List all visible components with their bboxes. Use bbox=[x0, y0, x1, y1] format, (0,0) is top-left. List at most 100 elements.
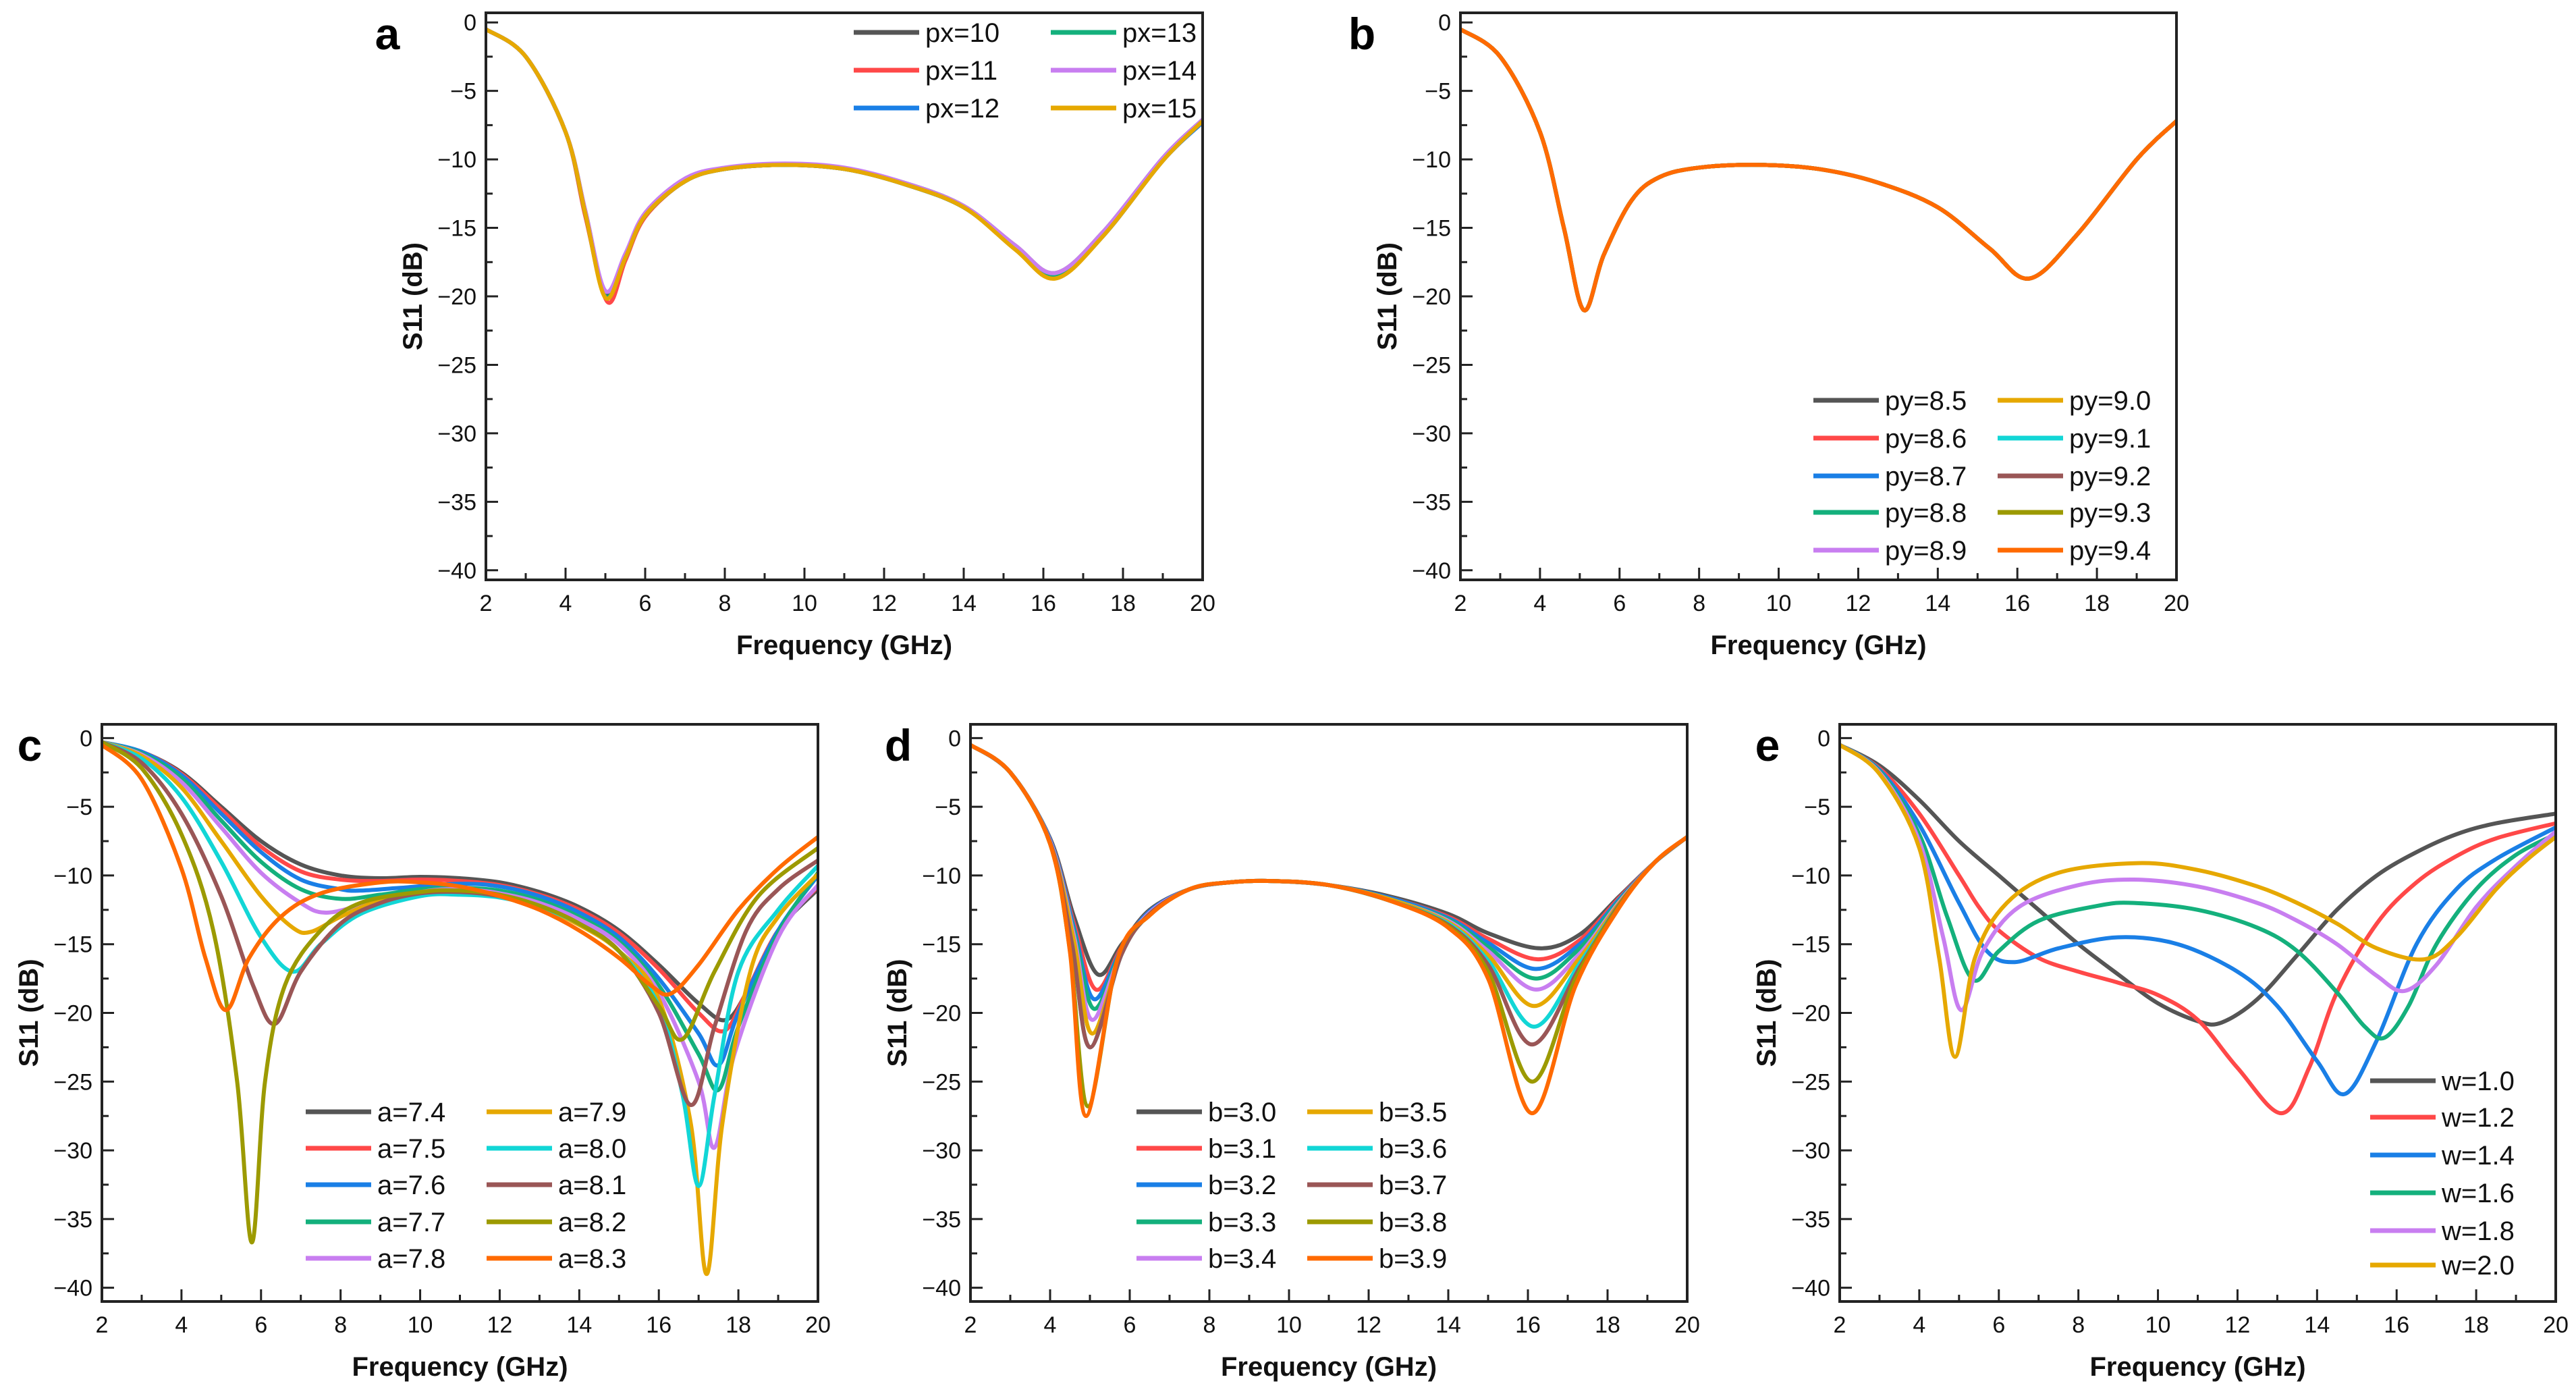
legend-label: px=14 bbox=[1122, 56, 1197, 86]
x-tick-label: 16 bbox=[646, 1312, 672, 1338]
x-tick-label: 6 bbox=[254, 1312, 267, 1338]
x-axis-label: Frequency (GHz) bbox=[736, 630, 952, 660]
legend: a=7.4 a=7.5 a=7.6 a=7.7 a=7.8 a=7.9 a=8.0 a=8.1… bbox=[306, 1098, 626, 1274]
legend-label: a=7.7 bbox=[377, 1208, 445, 1237]
panel-letter: b bbox=[1348, 9, 1375, 59]
legend-item: b=3.1 bbox=[1136, 1134, 1276, 1164]
y-tick-label: −20 bbox=[53, 1001, 92, 1027]
legend-item: b=3.8 bbox=[1307, 1208, 1447, 1237]
legend-label: b=3.5 bbox=[1379, 1098, 1447, 1127]
y-tick-label: −25 bbox=[437, 352, 476, 378]
y-tick-label: −25 bbox=[1412, 352, 1451, 378]
x-tick-label: 12 bbox=[871, 591, 897, 616]
y-tick-label: −40 bbox=[1791, 1276, 1830, 1301]
y-tick-label: −40 bbox=[1412, 558, 1451, 584]
y-tick-label: −20 bbox=[437, 284, 476, 310]
legend-item: b=3.6 bbox=[1307, 1134, 1447, 1164]
legend-label: px=10 bbox=[925, 18, 999, 48]
legend-label: px=13 bbox=[1122, 18, 1197, 48]
legend-label: b=3.8 bbox=[1379, 1208, 1447, 1237]
y-tick-label: −25 bbox=[53, 1069, 92, 1095]
legend: w=1.0 w=1.2 w=1.4 w=1.6 w=1.8 w=2.0 bbox=[2370, 1067, 2515, 1281]
series-line-a-7-7 bbox=[102, 740, 818, 1093]
x-tick-label: 16 bbox=[2384, 1312, 2409, 1338]
x-tick-label: 4 bbox=[1044, 1312, 1057, 1338]
legend-item: a=7.9 bbox=[487, 1098, 626, 1127]
legend-item: py=9.1 bbox=[1998, 424, 2151, 454]
y-tick-label: −30 bbox=[1412, 421, 1451, 447]
legend-item: b=3.3 bbox=[1136, 1208, 1276, 1237]
y-tick-label: −30 bbox=[1791, 1138, 1830, 1164]
legend-item: py=8.9 bbox=[1813, 536, 1967, 566]
legend-label: py=9.0 bbox=[2069, 386, 2151, 416]
y-tick-label: −35 bbox=[1412, 489, 1451, 515]
legend-item: w=2.0 bbox=[2370, 1251, 2515, 1281]
x-tick-label: 12 bbox=[2225, 1312, 2251, 1338]
y-tick-label: −5 bbox=[450, 79, 476, 105]
legend-label: b=3.0 bbox=[1208, 1098, 1276, 1127]
panel-letter: d bbox=[885, 720, 912, 770]
x-tick-label: 2 bbox=[1454, 591, 1467, 616]
y-tick-label: 0 bbox=[80, 726, 92, 751]
x-tick-label: 18 bbox=[2084, 591, 2110, 616]
legend-item: w=1.6 bbox=[2370, 1179, 2515, 1208]
y-axis-label: S11 (dB) bbox=[398, 242, 428, 350]
series-line-a-8-2 bbox=[102, 740, 818, 1245]
legend-label: py=9.4 bbox=[2069, 536, 2151, 566]
x-tick-label: 12 bbox=[487, 1312, 513, 1338]
y-tick-label: 0 bbox=[1438, 10, 1451, 36]
x-tick-label: 20 bbox=[2543, 1312, 2569, 1338]
series-line-w-1-6 bbox=[1840, 743, 2556, 1041]
y-tick-label: −10 bbox=[922, 863, 961, 889]
y-tick-label: −40 bbox=[53, 1276, 92, 1301]
legend-item: a=7.4 bbox=[306, 1098, 445, 1127]
legend-item: a=8.0 bbox=[487, 1134, 626, 1164]
series-line-a-7-9 bbox=[102, 740, 818, 1277]
legend-item: px=10 bbox=[854, 18, 999, 48]
legend-item: b=3.2 bbox=[1136, 1171, 1276, 1200]
legend-item: a=7.5 bbox=[306, 1134, 445, 1164]
series-line-px-15 bbox=[486, 27, 1203, 301]
legend-item: b=3.4 bbox=[1136, 1244, 1276, 1274]
legend-label: w=1.4 bbox=[2441, 1141, 2515, 1171]
series-line-b-3-9 bbox=[970, 743, 1687, 1119]
x-tick-label: 16 bbox=[1515, 1312, 1541, 1338]
y-tick-label: −5 bbox=[1425, 79, 1451, 105]
x-tick-label: 4 bbox=[559, 591, 572, 616]
x-tick-label: 10 bbox=[408, 1312, 433, 1338]
y-tick-label: 0 bbox=[464, 10, 476, 36]
x-tick-label: 16 bbox=[1031, 591, 1056, 616]
x-tick-label: 2 bbox=[480, 591, 493, 616]
x-tick-label: 2 bbox=[1834, 1312, 1846, 1338]
series-group bbox=[102, 740, 818, 1277]
legend-item: py=8.8 bbox=[1813, 498, 1967, 528]
legend-label: a=8.2 bbox=[558, 1208, 626, 1237]
series-group bbox=[1460, 27, 2176, 313]
y-tick-label: −40 bbox=[437, 558, 476, 584]
legend-label: py=9.1 bbox=[2069, 424, 2151, 454]
series-line-b-3-7 bbox=[970, 743, 1687, 1050]
series-line-w-1-2 bbox=[1840, 743, 2556, 1116]
y-tick-label: −30 bbox=[53, 1138, 92, 1164]
x-tick-label: 4 bbox=[175, 1312, 188, 1338]
y-tick-label: −5 bbox=[1804, 795, 1830, 820]
legend-item: w=1.8 bbox=[2370, 1216, 2515, 1246]
legend: py=8.5 py=8.6 py=8.7 py=8.8 py=8.9 py=9.0 py=9… bbox=[1813, 386, 2151, 566]
series-line-w-2-0 bbox=[1840, 743, 2556, 1059]
panel-b: 2 4 6 8 10 12 14 16 18 20 0 −5 −10 −15 −20 −25 −30 −35 −40… bbox=[1348, 9, 2189, 660]
x-tick-label: 20 bbox=[1190, 591, 1215, 616]
x-tick-label: 4 bbox=[1533, 591, 1546, 616]
y-tick-label: −15 bbox=[53, 932, 92, 958]
series-line-w-1-8 bbox=[1840, 743, 2556, 1013]
panel-letter: e bbox=[1755, 720, 1780, 770]
legend-item: py=9.0 bbox=[1998, 386, 2151, 416]
legend-label: b=3.1 bbox=[1208, 1134, 1276, 1164]
legend-label: py=8.8 bbox=[1885, 498, 1967, 528]
y-tick-label: −35 bbox=[53, 1207, 92, 1233]
x-tick-label: 18 bbox=[1110, 591, 1136, 616]
legend-item: px=13 bbox=[1051, 18, 1197, 48]
legend-item: px=14 bbox=[1051, 56, 1197, 86]
y-tick-label: −10 bbox=[1412, 147, 1451, 173]
y-axis-label: S11 (dB) bbox=[1752, 959, 1782, 1067]
legend-item: a=8.1 bbox=[487, 1171, 626, 1200]
